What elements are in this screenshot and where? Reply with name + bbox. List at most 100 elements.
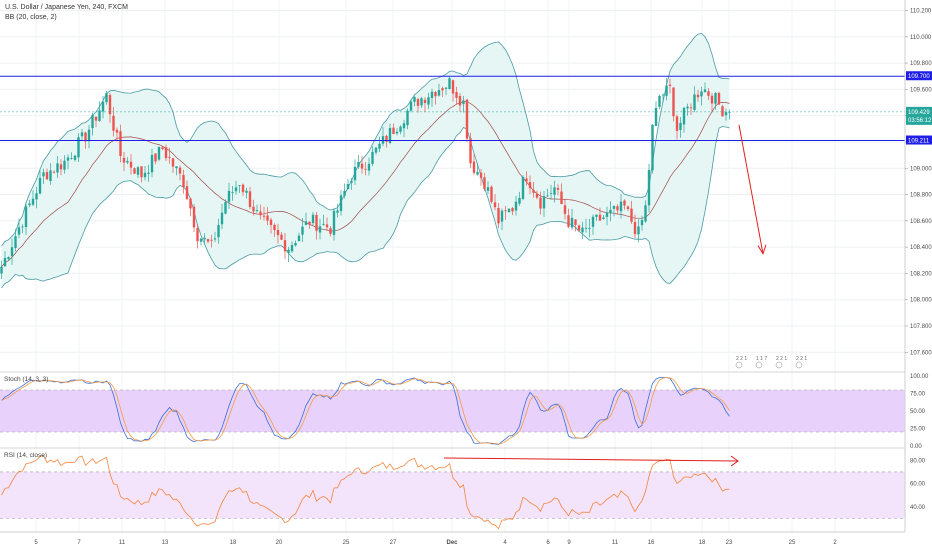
economic-event-markers[interactable]: 2 2 1 1 1 7 2 2 1 2 2 1 bbox=[735, 356, 807, 369]
time-axis[interactable]: 5 7 11 13 18 20 25 27 Dec 4 6 9 11 16 18 23 25 2 bbox=[0, 531, 905, 546]
candle bbox=[420, 96, 423, 108]
candle bbox=[287, 246, 290, 262]
candle bbox=[10, 238, 14, 265]
rsi-tick-label: 60.00 bbox=[910, 482, 926, 488]
candle-body bbox=[238, 185, 241, 186]
candle bbox=[353, 159, 357, 185]
candle-body bbox=[399, 126, 402, 132]
candle-body bbox=[430, 91, 434, 99]
bollinger-upper-band bbox=[1, 32, 730, 247]
candle-body bbox=[273, 224, 276, 231]
candle-body bbox=[409, 101, 413, 111]
candle-body bbox=[507, 208, 511, 213]
stochastic-tick-label: 25.00 bbox=[910, 427, 926, 433]
stochastic-axis[interactable]: 100.00 75.00 50.00 25.00 0.00 bbox=[910, 374, 929, 450]
price-tick-label: 109.800 bbox=[910, 61, 932, 67]
candle bbox=[259, 204, 262, 220]
candle bbox=[392, 123, 395, 135]
rsi-line bbox=[1, 454, 730, 530]
candle bbox=[161, 145, 164, 151]
candle-body bbox=[332, 210, 336, 235]
flag-icon bbox=[735, 361, 743, 369]
candle-body bbox=[350, 180, 353, 183]
price-tick-label: 108.600 bbox=[910, 219, 932, 225]
candle bbox=[255, 204, 259, 213]
candle bbox=[668, 78, 672, 94]
down-projection-arrow[interactable] bbox=[738, 124, 767, 255]
candle bbox=[535, 190, 539, 200]
candle bbox=[52, 170, 56, 174]
stochastic-pane[interactable]: Stoch (14, 3, 3) bbox=[0, 371, 905, 445]
candle-body bbox=[623, 200, 626, 206]
candle-body bbox=[182, 174, 185, 188]
candle-body bbox=[136, 167, 140, 175]
candle-body bbox=[87, 129, 91, 142]
price-tick-label: 108.000 bbox=[910, 298, 932, 304]
rsi-pane[interactable]: RSI (14, close) bbox=[0, 447, 905, 530]
candle-body bbox=[493, 202, 497, 208]
candle bbox=[591, 214, 595, 235]
rsi-tick-label: 80.00 bbox=[910, 458, 926, 464]
candle-body bbox=[353, 166, 357, 181]
candle-body bbox=[721, 106, 724, 117]
candle bbox=[402, 119, 406, 138]
candle-body bbox=[301, 226, 304, 235]
candle-body bbox=[437, 90, 441, 96]
time-tick-label: 18 bbox=[230, 540, 237, 546]
candle-body bbox=[49, 170, 52, 181]
time-tick-label: 16 bbox=[648, 540, 655, 546]
candle-body bbox=[504, 210, 507, 212]
candle bbox=[224, 199, 227, 215]
candle bbox=[626, 205, 630, 212]
candle bbox=[273, 223, 276, 237]
candle-body bbox=[465, 99, 469, 139]
candle-body bbox=[521, 177, 525, 199]
candle-body bbox=[266, 215, 269, 221]
candle-body bbox=[360, 163, 364, 169]
candle bbox=[360, 156, 364, 174]
stochastic-tick-label: 100.00 bbox=[910, 374, 929, 380]
candle-body bbox=[241, 184, 245, 193]
candle bbox=[427, 92, 430, 110]
candle-body bbox=[420, 98, 423, 106]
candle-body bbox=[514, 201, 518, 211]
rsi-axis[interactable]: 80.00 60.00 40.00 bbox=[910, 458, 926, 510]
candle bbox=[38, 169, 42, 195]
candle-body bbox=[38, 177, 42, 194]
candle bbox=[318, 218, 322, 240]
candle-body bbox=[178, 167, 182, 174]
rsi-divergence-arrow[interactable] bbox=[443, 455, 739, 467]
candle bbox=[511, 206, 514, 216]
candle bbox=[444, 87, 448, 96]
candle bbox=[357, 155, 360, 169]
candle-body bbox=[283, 240, 287, 252]
candle bbox=[189, 197, 192, 217]
candle-body bbox=[80, 132, 84, 137]
candlesticks bbox=[0, 76, 731, 280]
candle-body bbox=[479, 172, 483, 178]
candle bbox=[441, 86, 444, 97]
candle-body bbox=[577, 225, 581, 231]
candle bbox=[644, 200, 647, 223]
candle-body bbox=[605, 212, 609, 217]
price-pane[interactable]: 2 2 1 1 1 7 2 2 1 2 2 1 U.S. Dollar / Japan… bbox=[0, 0, 906, 532]
candle bbox=[150, 148, 154, 178]
candle-body bbox=[458, 96, 462, 106]
candle-body bbox=[129, 161, 133, 168]
candle-body bbox=[500, 210, 504, 222]
price-tag-box bbox=[906, 135, 932, 145]
candle bbox=[462, 95, 465, 113]
arrow-head bbox=[730, 455, 739, 467]
candle bbox=[609, 201, 612, 222]
candle-body bbox=[616, 206, 619, 211]
candle bbox=[637, 219, 640, 243]
candle bbox=[665, 78, 668, 101]
candle-body bbox=[157, 146, 161, 160]
candle-body bbox=[441, 88, 444, 91]
price-tick-label: 107.600 bbox=[910, 350, 932, 356]
candle-body bbox=[406, 110, 409, 126]
candle bbox=[563, 198, 567, 220]
candle bbox=[234, 180, 238, 195]
candle-body bbox=[626, 206, 630, 210]
